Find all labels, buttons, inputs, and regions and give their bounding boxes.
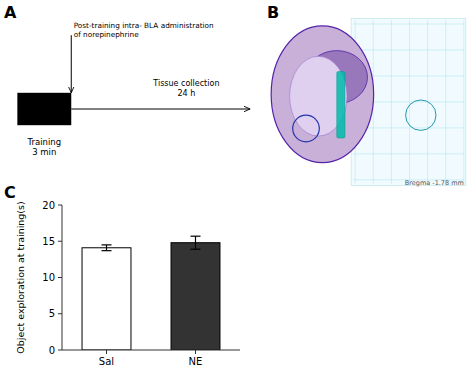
text-line: 24 h — [178, 89, 196, 98]
y-tick — [58, 350, 62, 351]
training-box — [17, 93, 71, 125]
error-cap — [191, 236, 201, 237]
panel-label: A — [4, 3, 17, 22]
atlas-grid-line — [353, 127, 464, 128]
y-tick-label: 20 — [42, 200, 55, 211]
text-line: 3 min — [32, 147, 56, 157]
y-axis — [62, 205, 63, 350]
y-tick — [58, 241, 62, 242]
panel-label: B — [267, 3, 279, 22]
x-axis — [62, 350, 240, 351]
y-tick-label: 10 — [42, 272, 55, 283]
training-label: Training3 min — [27, 137, 62, 157]
text-line: Training — [27, 137, 62, 147]
text-line: Tissue collection — [152, 79, 219, 88]
error-line — [195, 236, 196, 249]
y-tick-label: 0 — [49, 345, 55, 356]
bar — [82, 248, 131, 350]
error-line — [106, 245, 107, 251]
panel-b: B Bregma -1.78 mm — [267, 3, 466, 187]
y-tick — [58, 277, 62, 278]
error-bar — [102, 245, 112, 251]
timeline-arrow — [71, 109, 250, 110]
x-tick-label: Sal — [99, 356, 114, 367]
y-tick — [58, 313, 62, 314]
error-bar — [191, 236, 201, 249]
y-tick-label: 15 — [42, 236, 55, 247]
y-axis-label: Object exploration at training(s) — [15, 201, 26, 353]
x-tick — [106, 350, 107, 354]
injection-arrow — [71, 35, 72, 93]
atlas-grid-line — [353, 153, 464, 154]
atlas-circle — [406, 100, 436, 130]
bla-circle — [293, 115, 320, 142]
text-line: Post-training intra- BLA administration — [74, 21, 214, 30]
panel-a: A Training3 min Post-training intra- BLA a… — [4, 3, 250, 157]
panel-label: C — [4, 183, 16, 202]
atlas-grid-line — [353, 24, 464, 25]
injection-track — [337, 72, 345, 139]
injection-label: Post-training intra- BLA administrationo… — [74, 21, 214, 39]
bars — [82, 236, 220, 350]
figure: A Training3 min Post-training intra- BLA a… — [0, 0, 474, 375]
error-cap — [191, 249, 201, 250]
tissue-label: Tissue collection24 h — [152, 79, 219, 98]
text-line: of norepinephrine — [74, 30, 139, 39]
x-tick-label: NE — [189, 356, 203, 367]
error-cap — [102, 250, 112, 251]
y-tick-label: 5 — [49, 308, 55, 319]
atlas-grid-line — [353, 49, 464, 50]
error-cap — [102, 244, 112, 245]
bregma-label: Bregma -1.78 mm — [405, 179, 464, 187]
panel-c: C 0 5 10 15 20 Sal NE Object exploration at trai… — [4, 183, 240, 367]
bar — [171, 243, 220, 350]
brain-tissue — [271, 26, 374, 163]
x-tick — [195, 350, 196, 354]
y-tick — [58, 205, 62, 206]
